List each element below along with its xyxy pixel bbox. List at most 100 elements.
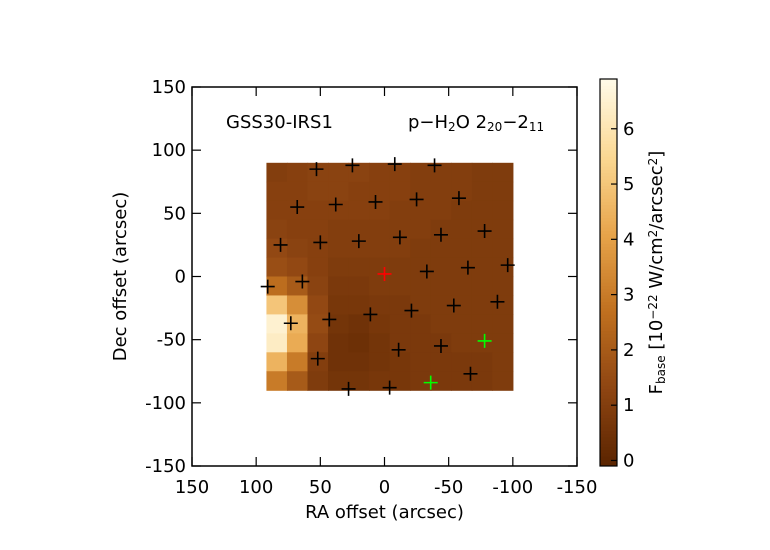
colorbar-label: Fbase [10−22 W/cm2/arcsec2]: [646, 151, 668, 395]
heatmap-cell: [389, 219, 411, 240]
heatmap-cell: [410, 352, 432, 372]
heatmap-cell: [471, 162, 493, 183]
heatmap-cell: [410, 295, 432, 315]
colorbar-swatch: [600, 311, 617, 315]
position-marker: [363, 307, 378, 322]
position-marker: [310, 351, 325, 366]
colorbar-swatch: [600, 201, 617, 206]
position-marker: [341, 381, 356, 396]
position-marker: [382, 380, 397, 395]
colorbar-swatch: [600, 79, 617, 83]
x-tick-label: 100: [239, 477, 273, 498]
colorbar-swatch: [600, 156, 617, 161]
heatmap-cell: [266, 352, 288, 372]
heatmap-cell: [348, 295, 370, 315]
position-marker: [477, 333, 492, 348]
heatmap-cell: [286, 238, 309, 259]
heatmap-cell: [328, 352, 350, 372]
heatmap-cell: [266, 238, 288, 259]
heatmap-cell: [492, 238, 514, 259]
heatmap-cell: [492, 333, 514, 353]
x-axis-label: RA offset (arcsec): [305, 502, 464, 523]
colorbar-tick-label: 0: [623, 450, 634, 471]
colorbar-swatch: [600, 91, 617, 96]
line-label: p−H2O 220−211: [408, 112, 544, 134]
colorbar-swatch: [600, 137, 617, 141]
heatmap-cell: [266, 200, 288, 221]
colorbar-swatch: [600, 185, 617, 190]
colorbar-swatch: [600, 388, 617, 393]
colorbar-swatch: [600, 462, 617, 467]
colorbar-swatch: [600, 230, 617, 235]
colorbar-swatch: [600, 417, 617, 422]
heatmap-cell: [389, 200, 411, 221]
colorbar-swatch: [600, 362, 617, 367]
colorbar-swatch: [600, 440, 617, 444]
label-part: W/cm: [646, 237, 667, 294]
x-tick-label: 150: [175, 477, 209, 498]
heatmap-cell: [328, 276, 350, 297]
label-part: 11: [529, 120, 544, 134]
colorbar-swatch: [600, 95, 617, 99]
heatmap-cell: [451, 314, 473, 334]
position-marker: [328, 197, 343, 212]
heatmap-cell: [471, 200, 493, 221]
heatmap-cell: [410, 219, 432, 240]
heatmap-cell: [286, 162, 309, 183]
heatmap-cell: [451, 200, 473, 221]
colorbar-swatch: [600, 282, 617, 286]
heatmap-cell: [369, 162, 391, 183]
heatmap-cell: [266, 314, 288, 334]
heatmap-cell: [389, 352, 411, 372]
colorbar-swatch: [600, 259, 617, 264]
colorbar-swatch: [600, 356, 617, 361]
heatmap-cell: [492, 162, 514, 183]
heatmap-cell: [328, 200, 350, 221]
colorbar-swatch: [600, 317, 617, 322]
colorbar-swatch: [600, 353, 617, 357]
colorbar-swatch: [600, 436, 617, 441]
heatmap-cell: [307, 181, 329, 202]
heatmap-cell: [430, 314, 452, 334]
colorbar-swatch: [600, 343, 617, 348]
heatmap-cell: [266, 276, 288, 297]
y-tick-label: -100: [145, 393, 186, 414]
x-tick-label: -100: [492, 477, 533, 498]
heatmap-cell: [369, 295, 391, 315]
heatmap-cell: [389, 333, 411, 353]
heatmap-cell: [492, 181, 514, 202]
colorbar-swatch: [600, 446, 617, 451]
colorbar-swatch: [600, 249, 617, 254]
heatmap-cell: [389, 162, 411, 183]
heatmap-cell: [410, 257, 432, 278]
label-part: 2: [646, 158, 660, 166]
position-marker: [309, 162, 324, 177]
colorbar-swatch: [600, 359, 617, 364]
colorbar-swatch: [600, 424, 617, 428]
colorbar-swatch: [600, 124, 617, 128]
colorbar-swatch: [600, 420, 617, 425]
colorbar-swatch: [600, 401, 617, 406]
colorbar-swatch: [600, 298, 617, 303]
colorbar-swatch: [600, 366, 617, 370]
heatmap-cell: [451, 238, 473, 259]
heatmap-cell: [369, 181, 391, 202]
colorbar-frame: [599, 78, 618, 467]
heatmap-cell: [286, 352, 309, 372]
heatmap-cell: [430, 352, 452, 372]
x-tick-label: 50: [309, 477, 332, 498]
colorbar-swatch: [600, 195, 617, 199]
colorbar-swatch: [600, 143, 617, 148]
heatmap-cell: [471, 371, 493, 391]
heatmap-cell: [266, 162, 288, 183]
heatmap-cell: [307, 295, 329, 315]
colorbar-swatch: [600, 375, 617, 380]
heatmap-cell: [348, 333, 370, 353]
heatmap-cell: [307, 200, 329, 221]
heatmap-cell: [348, 181, 370, 202]
position-marker: [404, 303, 419, 318]
heatmap-cell: [492, 371, 514, 391]
colorbar-swatch: [600, 191, 617, 196]
colorbar-swatch: [600, 211, 617, 215]
y-tick-label: 100: [152, 140, 186, 161]
